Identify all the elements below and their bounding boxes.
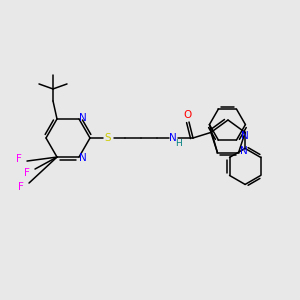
Text: O: O [184,110,192,120]
Text: F: F [16,154,22,164]
Text: N: N [79,153,87,163]
Text: N: N [79,113,87,123]
Text: H: H [175,139,182,148]
Text: F: F [18,182,24,192]
Text: N: N [240,146,248,156]
Text: F: F [24,168,30,178]
Text: N: N [241,131,249,141]
Text: N: N [169,133,177,143]
Text: S: S [105,133,111,143]
